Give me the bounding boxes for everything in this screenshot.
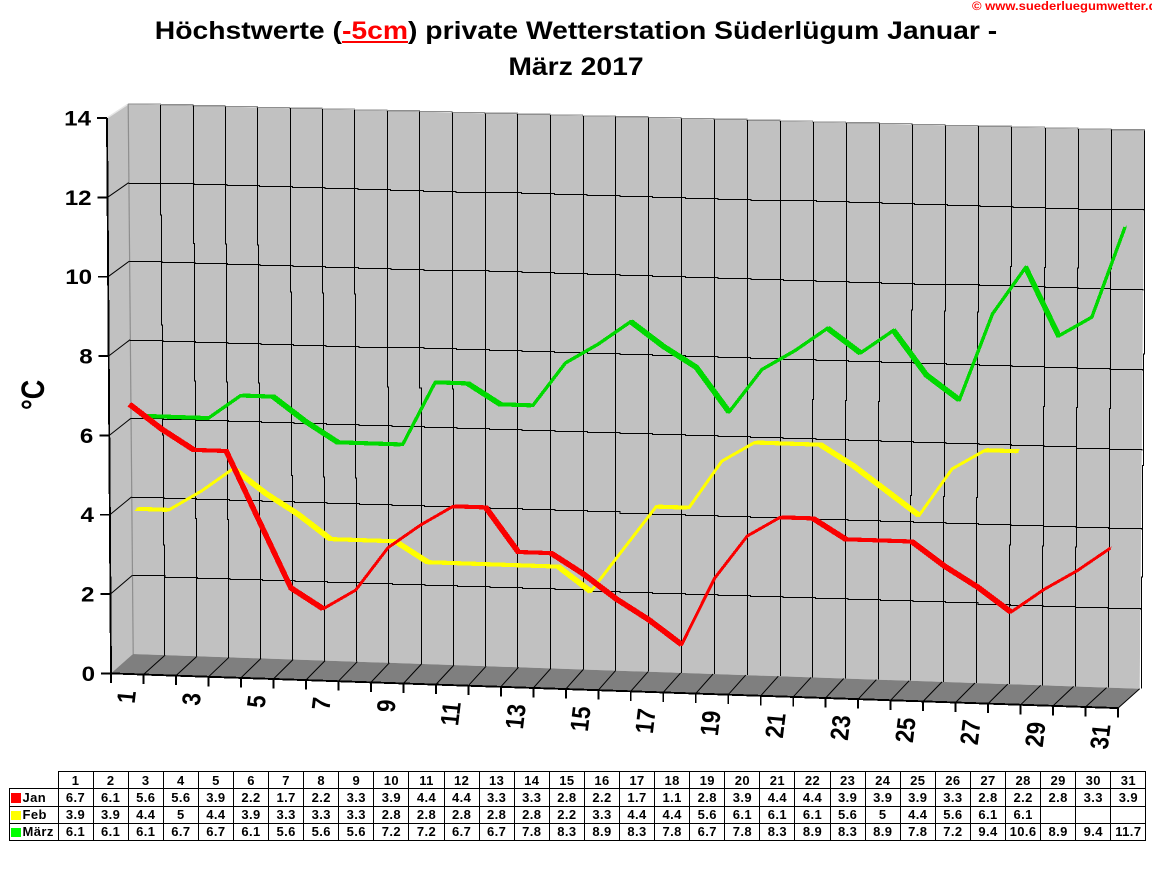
svg-text:8: 8 — [79, 345, 92, 368]
svg-text:15: 15 — [566, 705, 598, 733]
svg-text:°C: °C — [16, 380, 52, 410]
svg-text:11: 11 — [436, 701, 468, 727]
svg-text:5: 5 — [242, 694, 272, 709]
svg-text:17: 17 — [631, 707, 663, 735]
svg-text:27: 27 — [955, 719, 987, 747]
svg-text:3: 3 — [177, 692, 207, 707]
svg-text:21: 21 — [760, 712, 792, 740]
svg-text:25: 25 — [890, 716, 922, 744]
svg-text:12: 12 — [65, 186, 92, 209]
svg-text:14: 14 — [64, 107, 91, 130]
svg-text:31: 31 — [1085, 723, 1117, 751]
svg-text:7: 7 — [307, 696, 337, 711]
svg-text:19: 19 — [696, 710, 728, 738]
svg-text:4: 4 — [80, 504, 94, 527]
svg-text:9: 9 — [372, 698, 402, 713]
svg-text:23: 23 — [825, 714, 857, 742]
svg-text:6: 6 — [80, 424, 93, 447]
svg-text:13: 13 — [501, 703, 533, 731]
svg-text:29: 29 — [1020, 721, 1052, 749]
svg-text:1: 1 — [112, 689, 142, 704]
svg-text:10: 10 — [65, 266, 92, 289]
svg-text:0: 0 — [82, 662, 95, 685]
svg-text:2: 2 — [81, 583, 94, 606]
